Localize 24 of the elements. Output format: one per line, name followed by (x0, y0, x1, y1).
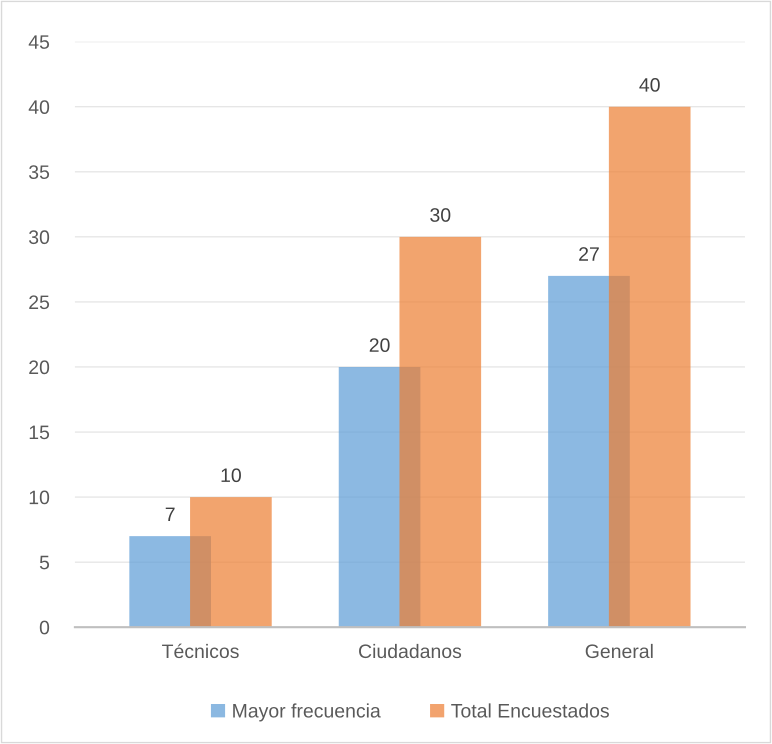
y-tick-label: 20 (29, 360, 50, 374)
data-label: 20 (370, 338, 390, 352)
data-label: 10 (222, 468, 241, 482)
y-tick-label: 45 (28, 35, 50, 49)
y-tick-label: 35 (29, 165, 50, 180)
x-tick-label: Ciudadanos (359, 644, 462, 658)
y-tick-label: 5 (40, 556, 50, 570)
data-label: 7 (166, 508, 175, 521)
bar (399, 236, 482, 628)
legend-label: Total Encuestados (451, 703, 609, 718)
y-tick-label: 0 (40, 620, 50, 634)
y-tick-label: 40 (28, 100, 50, 114)
bar (608, 106, 691, 628)
y-tick-label: 25 (29, 295, 50, 310)
data-label: 27 (579, 247, 599, 261)
x-tick-label: Técnicos (162, 644, 239, 658)
y-tick-label: 10 (30, 490, 50, 504)
data-label: 40 (639, 78, 660, 92)
legend-label: Mayor frecuencia (233, 703, 381, 722)
x-tick-label: General (586, 644, 653, 658)
y-tick-label: 30 (29, 230, 50, 244)
data-label: 30 (430, 208, 450, 222)
y-tick-label: 15 (30, 426, 50, 440)
bar (190, 497, 272, 628)
